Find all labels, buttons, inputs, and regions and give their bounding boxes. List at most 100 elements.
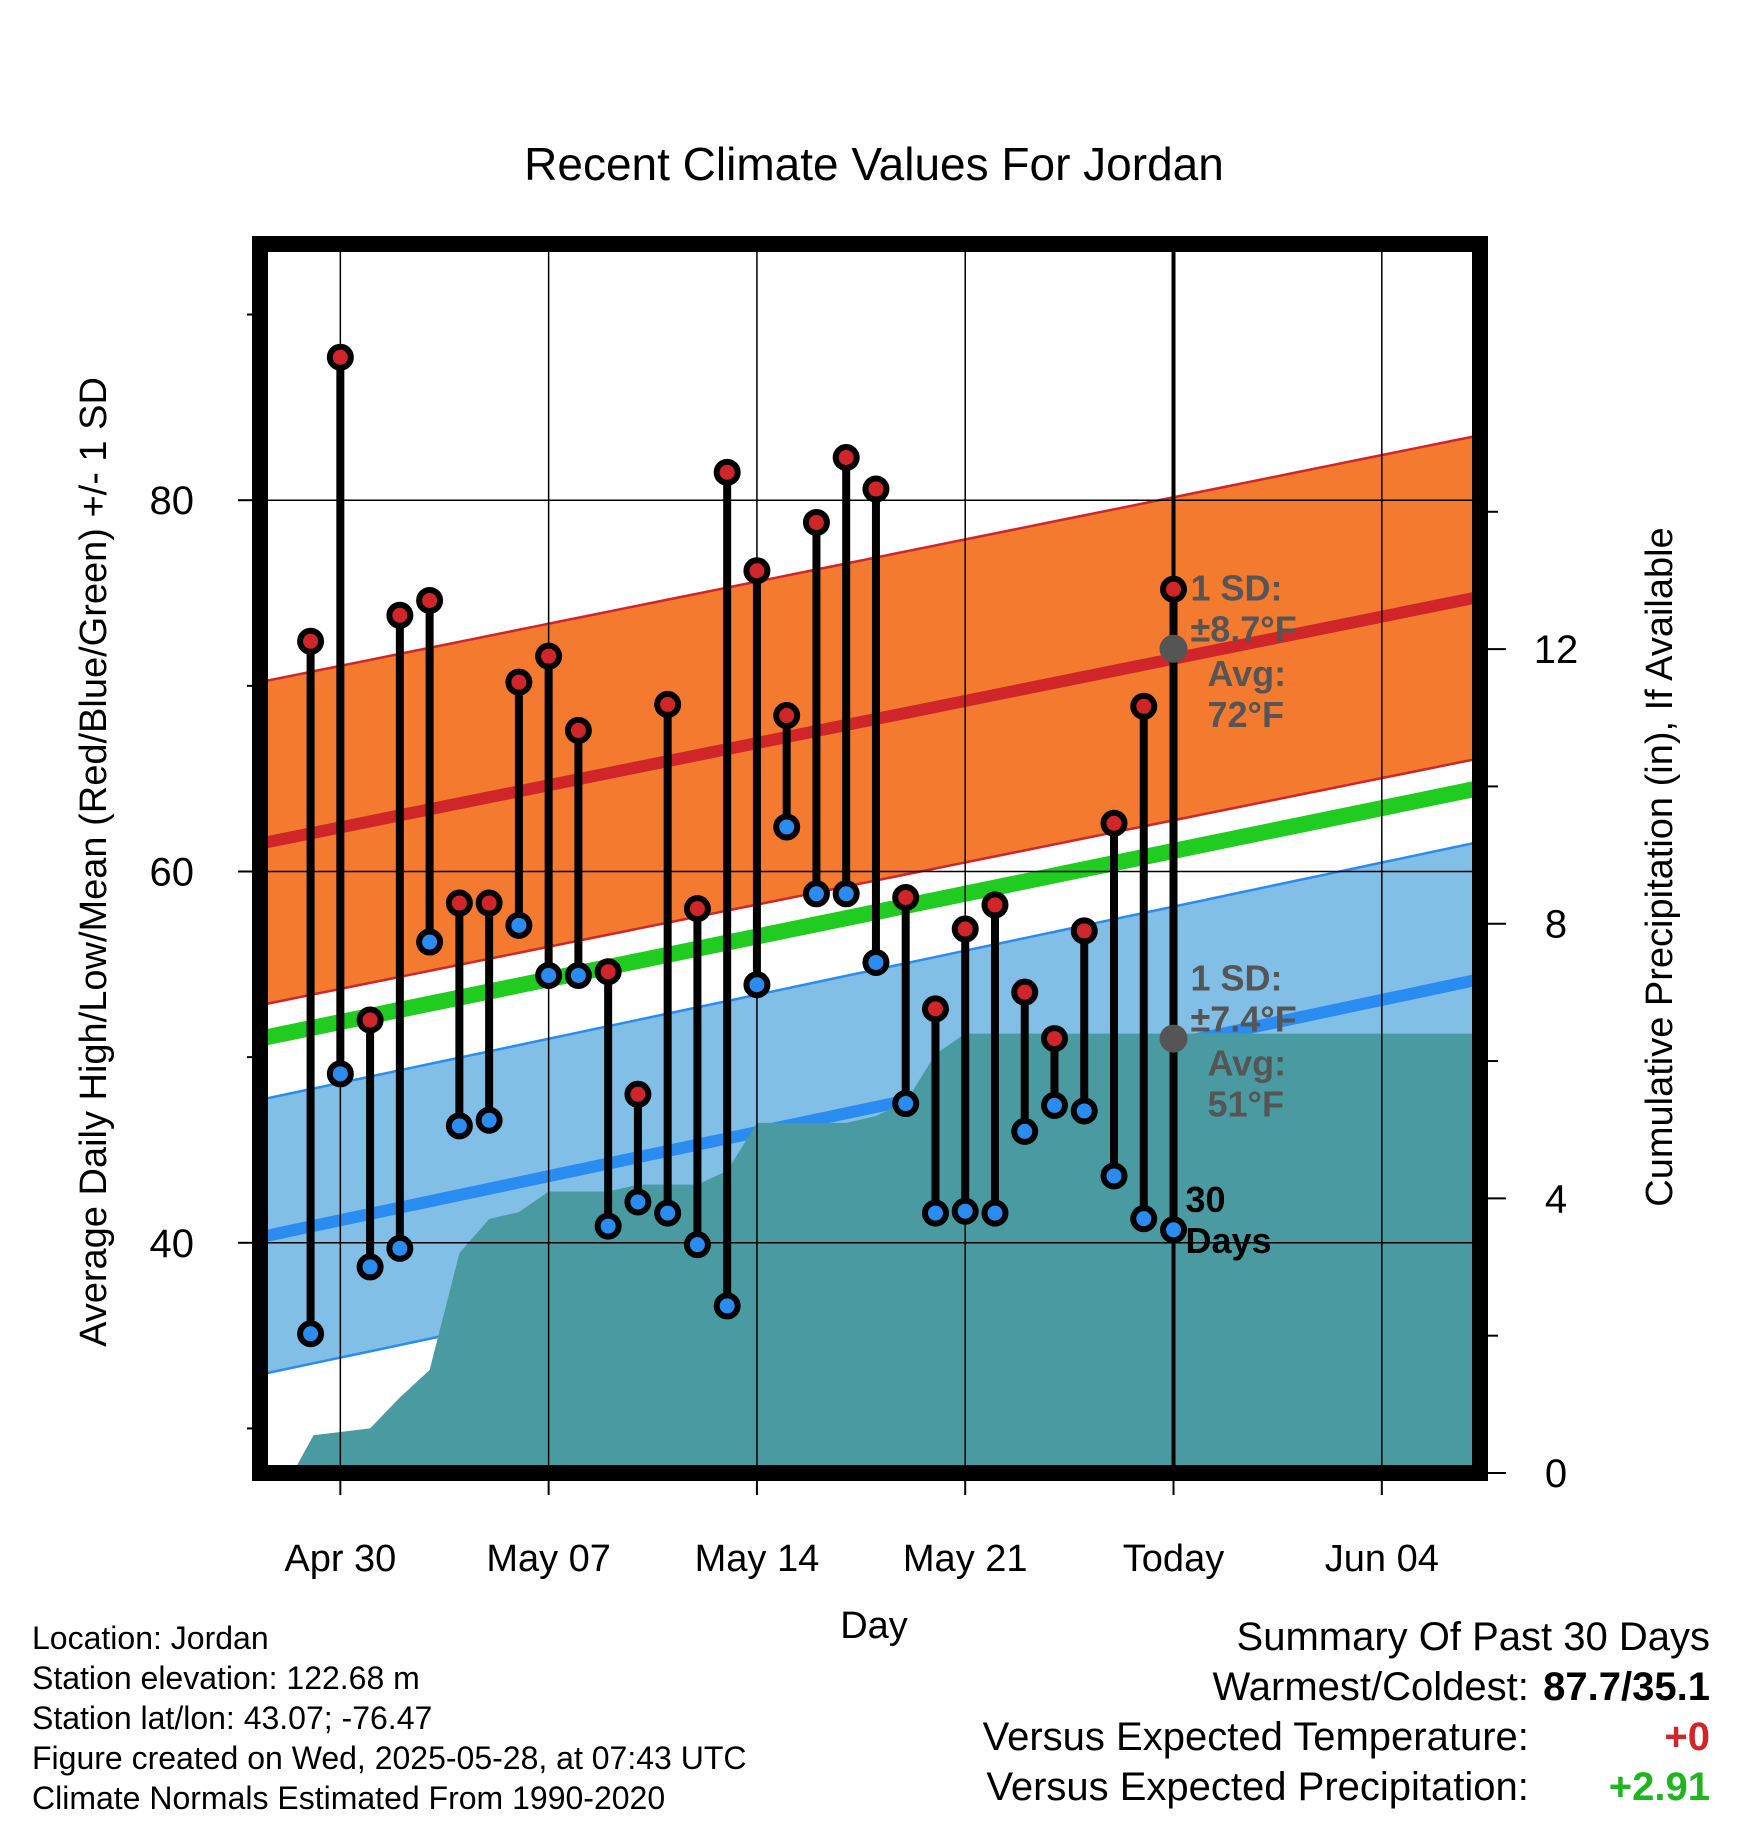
high-point: [297, 627, 325, 655]
low-sd-annotation: 1 SD: ±7.4°F: [1191, 957, 1297, 1039]
low-avg-marker: [1159, 1024, 1188, 1053]
latlon-text: Station lat/lon: 43.07; -76.47: [32, 1700, 433, 1736]
precip-label: Versus Expected Precipitation:: [986, 1765, 1529, 1809]
high-point: [1040, 1025, 1068, 1053]
chart-title: Recent Climate Values For Jordan: [524, 138, 1224, 190]
high-point: [773, 702, 801, 730]
x-tick-label: Jun 04: [1325, 1538, 1439, 1580]
y-tick-label: 60: [150, 850, 195, 894]
x-tick-label: May 14: [695, 1538, 820, 1580]
low-point: [594, 1212, 622, 1240]
high-normal-line: [258, 590, 1482, 850]
low-point: [981, 1199, 1009, 1227]
low-point: [1070, 1097, 1098, 1125]
y2-tick-label: 0: [1545, 1452, 1567, 1496]
normals-text: Climate Normals Estimated From 1990-2020: [32, 1780, 666, 1816]
plot-frame: [252, 236, 1488, 1481]
y2-axis-label: Cumulative Precipitation (in), If Availa…: [1639, 527, 1681, 1206]
y2-tick-label: 12: [1534, 628, 1579, 672]
low-point: [832, 880, 860, 908]
low-point: [445, 1112, 473, 1140]
x-tick-label: Apr 30: [284, 1538, 396, 1580]
low-point: [951, 1197, 979, 1225]
low-avg-annotation: Avg: 51°F: [1208, 1043, 1287, 1125]
high-point: [594, 958, 622, 986]
x-tick-label: May 07: [486, 1538, 611, 1580]
station-info: Location: Jordan Station elevation: 122.…: [32, 1618, 746, 1818]
x-axis-label: Day: [840, 1605, 908, 1647]
high-point: [386, 601, 414, 629]
high-point: [564, 716, 592, 744]
low-point: [683, 1231, 711, 1259]
precip-value: +2.91: [1608, 1765, 1710, 1809]
high-point: [892, 883, 920, 911]
y-tick-label: 80: [150, 479, 195, 523]
high-point: [951, 915, 979, 943]
high-point: [802, 508, 830, 536]
high-point: [535, 642, 563, 670]
high-point: [356, 1006, 384, 1034]
low-point: [743, 971, 771, 999]
low-point: [713, 1292, 741, 1320]
low-point: [564, 961, 592, 989]
summary-panel: Summary Of Past 30 Days Warmest/Coldest:…: [983, 1612, 1710, 1812]
low-point: [535, 961, 563, 989]
low-point: [297, 1320, 325, 1348]
low-point: [1130, 1205, 1158, 1233]
high-point: [654, 690, 682, 718]
low-point: [921, 1199, 949, 1227]
y2-tick-label: 4: [1545, 1177, 1567, 1221]
low-point: [386, 1234, 414, 1262]
high-point: [713, 458, 741, 486]
temp-value: +0: [1664, 1715, 1710, 1759]
high-point: [832, 443, 860, 471]
low-point: [1100, 1162, 1128, 1190]
high-point: [416, 586, 444, 614]
high-point: [1100, 809, 1128, 837]
low-point: [1160, 1216, 1188, 1244]
high-point: [505, 668, 533, 696]
temp-row: Versus Expected Temperature: +0: [983, 1712, 1710, 1762]
x-tick-label: Today: [1123, 1538, 1224, 1580]
low-point: [654, 1199, 682, 1227]
high-point: [683, 895, 711, 923]
warm-cold-value: 87.7/35.1: [1543, 1665, 1710, 1709]
low-point: [356, 1253, 384, 1281]
high-point: [981, 891, 1009, 919]
low-point: [475, 1106, 503, 1134]
warm-cold-label: Warmest/Coldest:: [1212, 1665, 1529, 1709]
high-point: [862, 475, 890, 503]
low-point: [505, 911, 533, 939]
high-point: [624, 1080, 652, 1108]
created-text: Figure created on Wed, 2025-05-28, at 07…: [32, 1740, 747, 1776]
high-point: [326, 343, 354, 371]
y-axis-label: Average Daily High/Low/Mean (Red/Blue/Gr…: [73, 377, 115, 1347]
y-tick-label: 40: [150, 1222, 195, 1266]
high-avg-annotation: Avg: 72°F: [1208, 653, 1287, 735]
low-point: [773, 813, 801, 841]
high-point: [743, 557, 771, 585]
low-point: [802, 880, 830, 908]
low-point: [624, 1188, 652, 1216]
low-point: [326, 1060, 354, 1088]
today-days-label: 30 Days: [1186, 1179, 1272, 1261]
precip-row: Versus Expected Precipitation: +2.91: [983, 1762, 1710, 1812]
low-point: [416, 928, 444, 956]
x-tick-label: May 21: [903, 1538, 1028, 1580]
low-point: [862, 948, 890, 976]
high-point: [1070, 917, 1098, 945]
high-avg-marker: [1159, 634, 1188, 663]
temp-label: Versus Expected Temperature:: [982, 1715, 1529, 1759]
high-sd-annotation: 1 SD: ±8.7°F: [1191, 567, 1297, 649]
high-point: [475, 889, 503, 917]
y2-tick-label: 8: [1545, 903, 1567, 947]
low-normal-line: [258, 973, 1482, 1244]
location-text: Location: Jordan: [32, 1620, 269, 1656]
high-point: [445, 889, 473, 917]
high-point: [1011, 978, 1039, 1006]
high-point: [1130, 692, 1158, 720]
high-point: [1160, 575, 1188, 603]
warm-cold-row: Warmest/Coldest: 87.7/35.1: [983, 1662, 1711, 1712]
